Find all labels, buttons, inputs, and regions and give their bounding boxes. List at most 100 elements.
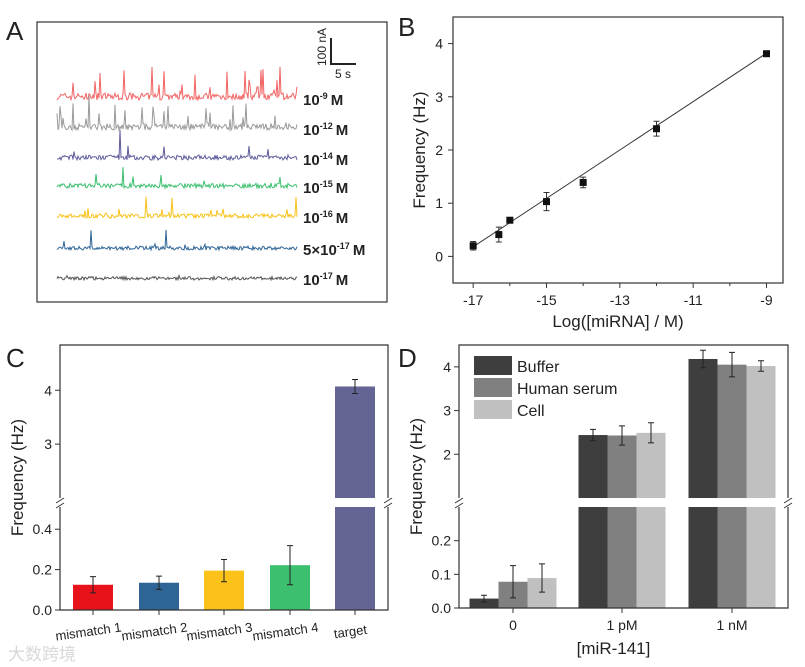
error-bar — [90, 576, 96, 594]
trace-label-exponent: -15 — [320, 179, 333, 189]
trace-label-unit: M — [336, 180, 349, 197]
x-tick-label: -11 — [684, 292, 703, 308]
y-tick-label: 4 — [44, 382, 52, 398]
y-axis-label: Frequency (Hz) — [410, 91, 429, 208]
bar — [636, 432, 666, 498]
panel-d: 0 1 pM 1 nM [miR-141] 0.0 0.1 0.2 2 3 4 Frequency … — [407, 344, 793, 658]
axis-break-mark — [454, 497, 464, 509]
bar — [578, 507, 608, 608]
y-tick-label: 3 — [435, 89, 443, 105]
bar — [578, 435, 608, 498]
trace-label-base: 10 — [303, 210, 320, 227]
error-bar — [539, 563, 545, 593]
trace-label: 10-12 M — [303, 121, 348, 139]
x-tick-label: -17 — [463, 292, 483, 308]
y-tick-label: 2 — [435, 142, 443, 158]
y-tick-label: 4 — [435, 36, 443, 52]
panel-label-b: B — [398, 12, 415, 42]
y-tick-label: 2 — [443, 446, 451, 462]
y-tick-label: 0.0 — [33, 602, 53, 618]
bar — [335, 507, 375, 610]
bar — [469, 598, 499, 608]
trace-label-unit: M — [353, 242, 366, 259]
y-tick-label: 0 — [435, 248, 443, 264]
legend-label: Buffer — [517, 359, 560, 376]
data-point — [763, 50, 770, 58]
trace-label-unit: M — [331, 92, 344, 109]
trace-label: 10-15 M — [303, 179, 348, 197]
trace-label-exponent: -17 — [337, 241, 350, 251]
trace-line — [56, 167, 298, 190]
x-tick-label: -13 — [610, 292, 630, 308]
x-tick-label: 0 — [509, 617, 517, 633]
bar — [335, 386, 375, 498]
x-tick-label: mismatch 1 — [54, 619, 122, 643]
trace-line — [56, 273, 298, 282]
error-bar — [590, 428, 596, 442]
error-bar — [648, 422, 654, 444]
x-tick-label: -15 — [536, 292, 556, 308]
trace-label: 5×10-17 M — [303, 241, 365, 259]
y-tick-label: 0.2 — [432, 533, 452, 549]
trace-label-exponent: -9 — [320, 91, 328, 101]
data-point — [495, 231, 503, 239]
panel-a-frame — [36, 21, 388, 303]
y-tick-label: 0.0 — [432, 600, 452, 616]
y-tick-label: 3 — [443, 403, 451, 419]
scale-bar-time-label: 5 s — [335, 67, 351, 81]
trace-label: 10-17 M — [303, 271, 348, 289]
legend-label: Cell — [517, 403, 545, 420]
error-bar — [619, 425, 625, 446]
x-axis-label: [miR-141] — [577, 639, 651, 658]
trace-line — [56, 229, 298, 252]
x-axis-label: Log([miRNA] / M) — [552, 312, 683, 331]
legend-label: Human serum — [517, 381, 617, 398]
error-bar — [156, 575, 162, 590]
trace-label-exponent: -17 — [320, 271, 333, 281]
y-tick-label: 0.1 — [432, 566, 452, 582]
axis-break-mark — [55, 497, 65, 509]
y-tick-label: 3 — [44, 436, 52, 452]
error-bar — [729, 351, 735, 378]
trace-label-exponent: -14 — [320, 151, 333, 161]
panel-b: -17 -15 -13 -11 -9 0 1 2 3 4 Log([miRNA] / M) Frequ… — [410, 16, 784, 331]
y-tick-label: 4 — [443, 359, 451, 375]
bar — [688, 507, 718, 608]
y-tick-label: 1 — [435, 195, 443, 211]
axis-break-mark — [383, 497, 393, 509]
y-axis-label: Frequency (Hz) — [407, 418, 426, 535]
error-bar — [287, 545, 293, 586]
trace-line — [56, 129, 298, 162]
x-tick-label: mismatch 4 — [251, 619, 319, 643]
trace-label-base: 10 — [303, 92, 320, 109]
panel-label-a: A — [6, 16, 24, 46]
bar — [607, 435, 637, 498]
panel-label-c: C — [6, 343, 25, 373]
scale-bar-current-label: 100 nA — [315, 28, 329, 66]
trace-line — [56, 66, 298, 102]
trace-label-base: 10 — [303, 152, 320, 169]
error-bar — [481, 594, 487, 603]
watermark: 大数跨境 — [8, 645, 76, 664]
axis-break-mark — [783, 497, 793, 509]
fit-line — [472, 52, 767, 248]
trace-line — [56, 196, 298, 220]
legend-swatch — [474, 400, 512, 419]
bar — [607, 507, 637, 608]
legend-swatch — [474, 356, 512, 375]
x-tick-label: mismatch 3 — [185, 619, 253, 643]
trace-line — [56, 95, 298, 132]
y-tick-label: 0.2 — [33, 562, 53, 578]
data-point — [653, 125, 660, 133]
trace-label-unit: M — [336, 272, 349, 289]
error-bar — [221, 559, 227, 583]
y-axis-label: Frequency (Hz) — [8, 419, 27, 536]
y-tick-label: 0.4 — [33, 521, 53, 537]
trace-label-unit: M — [336, 152, 349, 169]
data-point — [469, 242, 477, 250]
trace-label: 10-16 M — [303, 209, 348, 227]
trace-label-exponent: -16 — [320, 209, 333, 219]
trace-label-base: 10 — [303, 122, 320, 139]
